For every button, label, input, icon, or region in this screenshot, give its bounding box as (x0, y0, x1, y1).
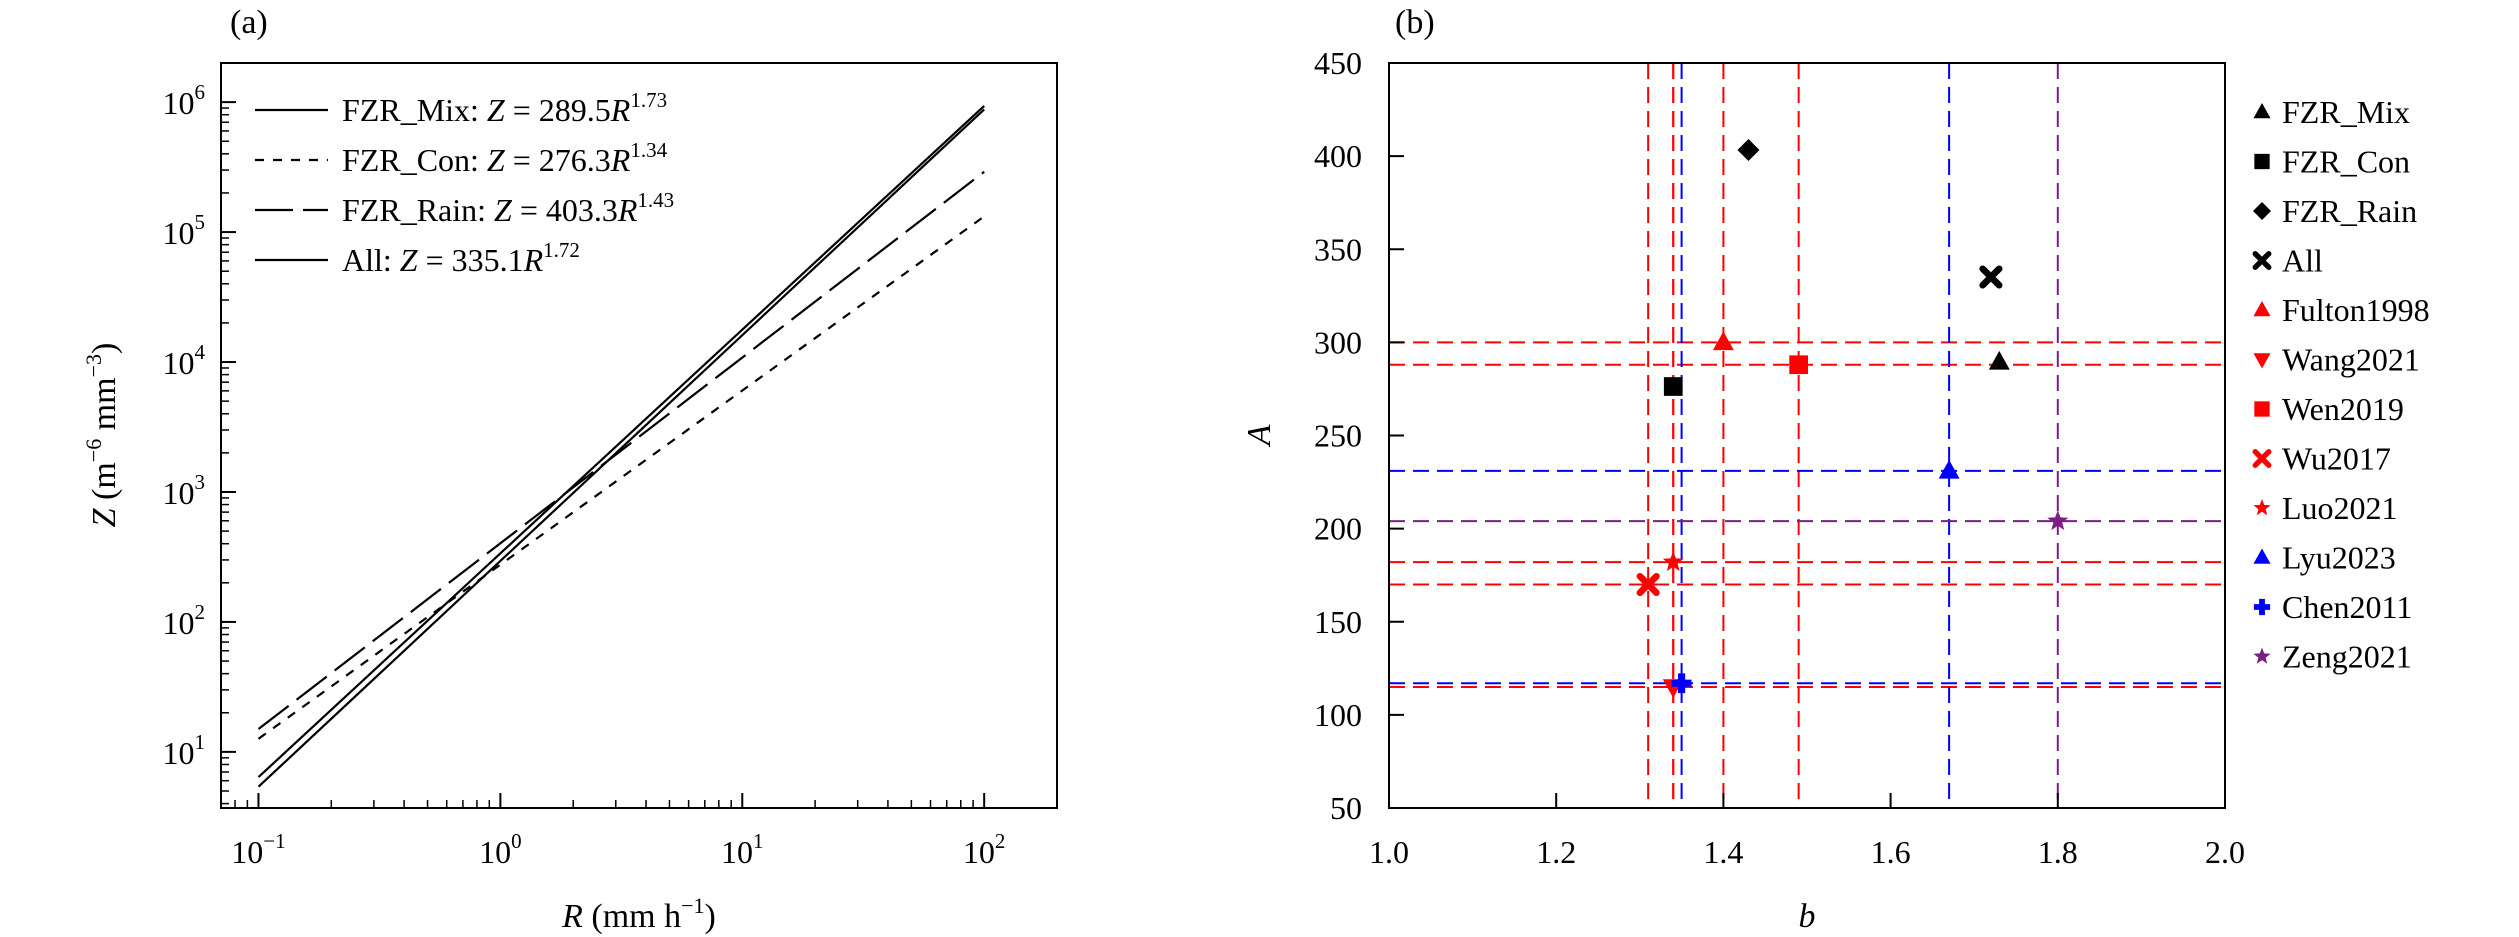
x-tick-label: 100 (479, 829, 522, 870)
x-axis-title: b (1799, 898, 1816, 935)
panel-a-label: (a) (230, 4, 268, 41)
panel-a: (a) 10−1 100 101 102 101 102 103 104 105 106 R (mm … (81, 4, 1058, 935)
legend-marker-lyu2023 (2253, 548, 2271, 564)
x-tick-label: 101 (721, 829, 764, 870)
legend-label-fzr-rain: FZR_Rain: Z = 403.3R1.43 (342, 188, 674, 228)
y-tick-label: 106 (163, 80, 206, 121)
y-tick-label: 300 (1314, 324, 1362, 360)
point-wen2019 (1789, 355, 1808, 375)
legend-label-wu2017: Wu2017 (2282, 441, 2391, 477)
panel-b-frame (1388, 62, 2226, 809)
legend-marker-wang2021 (2253, 353, 2271, 369)
y-tick-label: 102 (163, 600, 206, 641)
legend-label-fzr-con: FZR_Con: Z = 276.3R1.34 (342, 138, 668, 178)
x-tick-label: 2.0 (2205, 834, 2245, 870)
legend-marker-luo2021 (2253, 499, 2271, 516)
series-line-fzr-con (257, 215, 985, 740)
y-tick-label: 350 (1314, 231, 1362, 267)
point-luo2021 (1662, 551, 1684, 571)
legend-label-chen2011: Chen2011 (2282, 589, 2412, 625)
point-lyu2023 (1938, 459, 1960, 479)
series-line-all (257, 105, 985, 778)
point-fzr-mix (1988, 350, 2010, 370)
y-tick-label: 250 (1314, 418, 1362, 454)
point-fzr-con (1663, 377, 1683, 396)
point-chen2011 (1671, 673, 1692, 694)
legend-marker-chen2011 (2253, 598, 2271, 616)
panel-a-frame (220, 62, 1058, 809)
y-tick-label: 100 (1314, 697, 1362, 733)
y-tick-label: 103 (163, 470, 206, 511)
y-axis-title: Z (m−6 mm−3) (81, 343, 123, 528)
point-fzr-rain (1737, 138, 1760, 161)
legend-label-fzr-con: FZR_Con (2282, 144, 2410, 180)
x-axis-title: R (mm h−1) (561, 893, 716, 935)
legend-label-zeng2021: Zeng2021 (2282, 639, 2412, 675)
x-tick-label: 10−1 (231, 829, 285, 870)
legend-label-lyu2023: Lyu2023 (2282, 540, 2396, 576)
legend-marker-fzr-mix (2253, 103, 2271, 119)
x-tick-label: 1.8 (2038, 834, 2078, 870)
legend-label-all: All: Z = 335.1R1.72 (342, 238, 580, 278)
y-tick-label: 450 (1314, 45, 1362, 81)
legend-marker-fzr-rain (2253, 202, 2271, 220)
y-tick-label: 50 (1330, 790, 1362, 826)
y-tick-label: 105 (163, 210, 206, 251)
point-all (1979, 265, 2003, 289)
series-line-fzr-rain (257, 170, 985, 730)
legend-marker-wen2019 (2254, 401, 2270, 417)
legend-label-all: All (2282, 243, 2323, 279)
y-tick-label: 101 (163, 730, 206, 771)
x-tick-label: 1.0 (1369, 834, 1409, 870)
legend-marker-fzr-con (2254, 153, 2270, 170)
y-axis-title: A (1241, 424, 1278, 447)
y-tick-label: 104 (163, 340, 206, 381)
panel-b: (b) 1.0 1.2 1.4 1.6 1.8 2.0 50 100 150 200 250 300 35… (1241, 4, 2430, 935)
y-tick-label: 400 (1314, 138, 1362, 174)
legend-label-fzr-mix: FZR_Mix: Z = 289.5R1.73 (342, 88, 667, 128)
series-line-fzr-mix (257, 108, 985, 788)
x-tick-label: 1.2 (1536, 834, 1576, 870)
point-wu2017 (1636, 572, 1660, 597)
y-tick-label: 150 (1314, 604, 1362, 640)
legend-marker-fulton1998 (2253, 301, 2271, 317)
y-tick-label: 200 (1314, 511, 1362, 547)
legend-label-wen2019: Wen2019 (2282, 391, 2404, 427)
legend-label-wang2021: Wang2021 (2282, 342, 2420, 378)
legend-marker-wu2017 (2252, 449, 2272, 468)
legend-label-fulton1998: Fulton1998 (2282, 292, 2430, 328)
point-zeng2021 (2047, 510, 2069, 531)
legend-marker-all (2252, 251, 2272, 270)
point-fulton1998 (1712, 331, 1734, 351)
legend-label-luo2021: Luo2021 (2282, 490, 2398, 526)
legend-label-fzr-rain: FZR_Rain (2282, 193, 2417, 229)
legend-label-fzr-mix: FZR_Mix (2282, 94, 2410, 130)
x-tick-label: 1.6 (1871, 834, 1911, 870)
panel-b-label: (b) (1395, 4, 1435, 41)
x-tick-label: 102 (963, 829, 1006, 870)
legend-marker-zeng2021 (2253, 647, 2271, 664)
x-tick-label: 1.4 (1703, 834, 1743, 870)
